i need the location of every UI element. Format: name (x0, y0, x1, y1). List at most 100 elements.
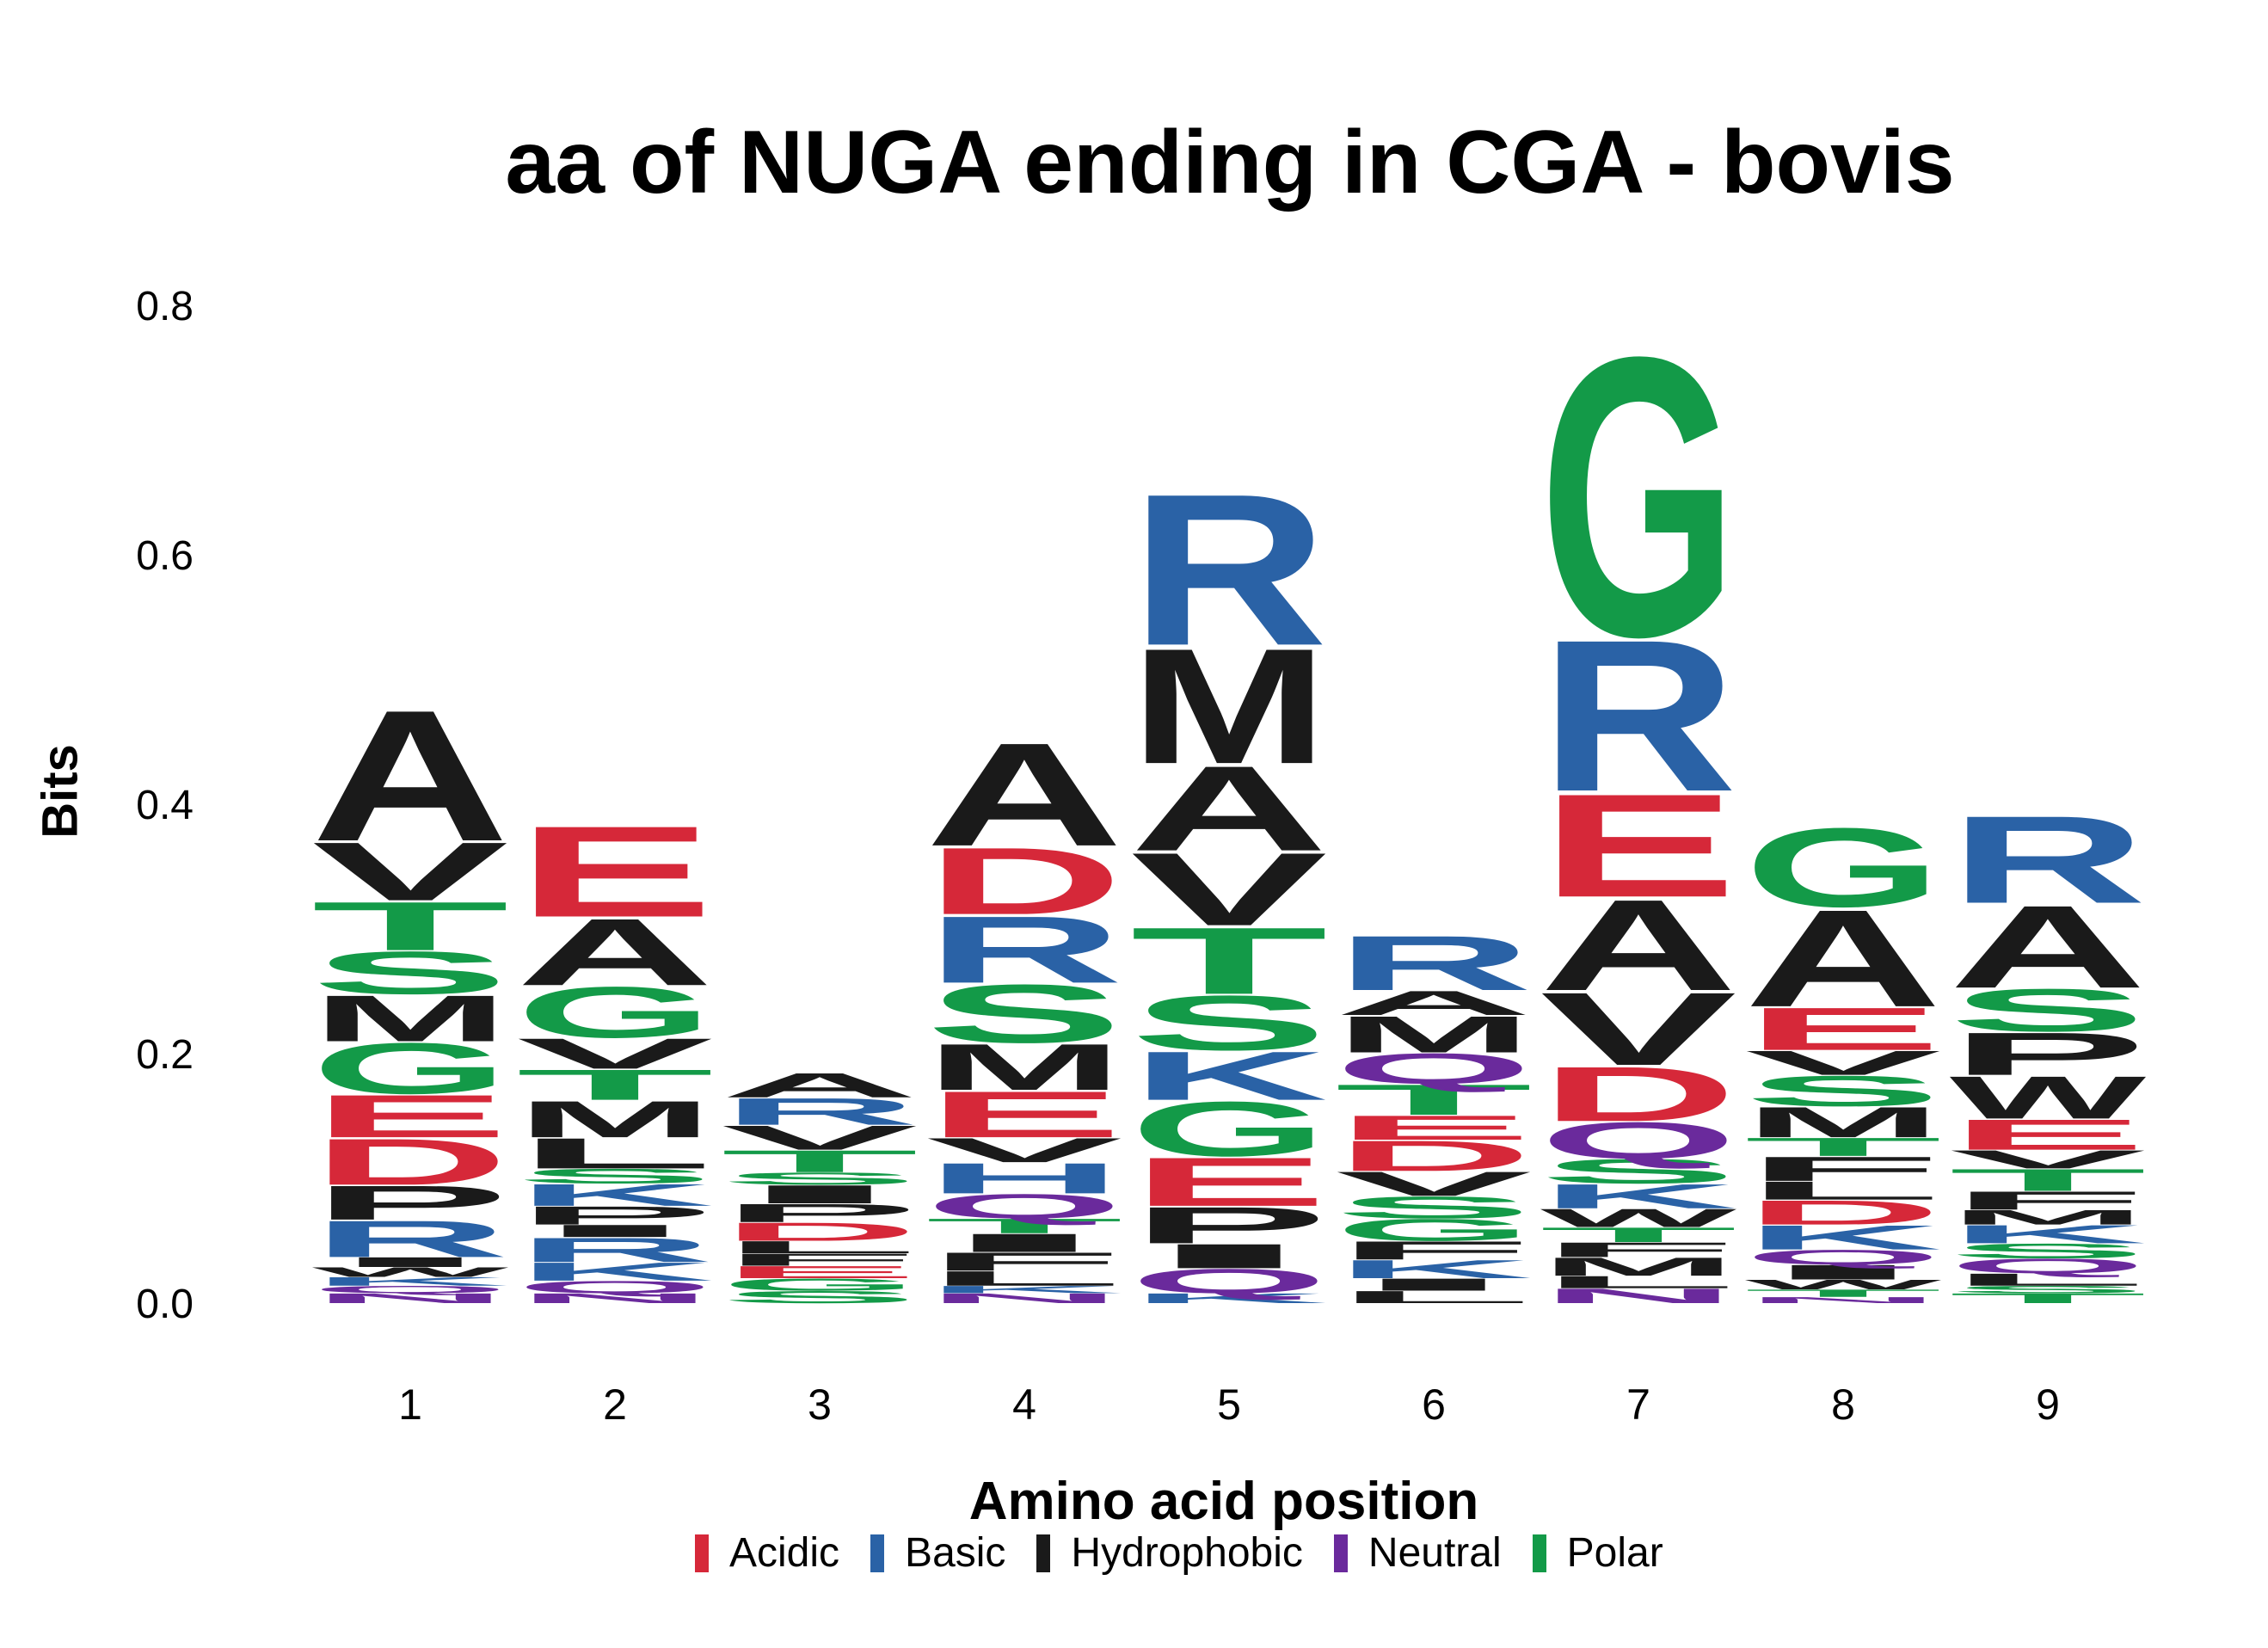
logo-letter: Q (1744, 1245, 1942, 1269)
legend-item: Acidic (695, 1529, 839, 1577)
logo-letter: M (925, 1030, 1123, 1104)
logo-letter: A (721, 1067, 919, 1105)
logo-letter: M (1744, 1098, 1942, 1147)
logo-letter: A (311, 671, 509, 880)
legend-label: Basic (905, 1530, 1006, 1576)
logo-letter: L (516, 1129, 714, 1178)
x-tick-label: 9 (2036, 1381, 2060, 1429)
logo-letter: S (1949, 976, 2147, 1044)
logo-letter: E (1949, 1110, 2147, 1159)
logo-letter: G (1130, 1085, 1328, 1172)
logo-letter: S (1130, 980, 1328, 1067)
logo-letter: S (516, 1165, 714, 1188)
logo-letter: I (1335, 1275, 1533, 1294)
logo-letter: I (311, 1254, 509, 1270)
legend-swatch (695, 1534, 709, 1572)
legend-label: Polar (1566, 1530, 1663, 1576)
logo-letter: G (1540, 274, 1737, 719)
logo-letter: I (925, 1228, 1123, 1258)
logo-letter: L (1335, 1288, 1533, 1307)
logo-letter: E (925, 1078, 1123, 1151)
logo-letter: R (1540, 594, 1737, 837)
logo-letter: T (1540, 1223, 1737, 1246)
logo-letter: Q (1949, 1254, 2147, 1277)
logo-letter: S (1949, 1239, 2147, 1263)
legend-item: Hydrophobic (1036, 1529, 1303, 1577)
logo-letter: T (721, 1144, 919, 1179)
logo-letter: K (1540, 1178, 1737, 1216)
logo-letter: L (925, 1267, 1123, 1290)
logo-letter: G (1335, 1213, 1533, 1248)
logo-letter: T (1335, 1075, 1533, 1123)
legend-swatch (1036, 1534, 1051, 1572)
logo-letter: D (1744, 1193, 1942, 1232)
logo-letter: M (311, 981, 509, 1055)
logo-letter: D (311, 1125, 509, 1199)
logo-letter: N (1744, 1295, 1942, 1305)
logo-letter: M (516, 1091, 714, 1148)
logo-letter: E (311, 1082, 509, 1150)
y-axis: 0.0 0.2 0.4 0.6 0.8 (136, 284, 194, 1327)
logo-letter: D (925, 827, 1123, 934)
logo-letter: G (311, 1028, 509, 1110)
logo-letter: L (721, 1238, 919, 1257)
logo-letter: E (1540, 764, 1737, 928)
logo-letter: V (926, 1131, 1123, 1170)
y-axis-title: Bits (32, 744, 89, 839)
logo-letter: S (1744, 1067, 1942, 1116)
logo-letter: K (1130, 1037, 1328, 1115)
logo-letter: K (1949, 1220, 2147, 1249)
x-axis: 1 2 3 4 5 6 7 8 9 (398, 1381, 2060, 1429)
logo-letter: Q (516, 1277, 714, 1296)
logo-letter: D (1335, 1132, 1533, 1180)
logo-letter: A (1540, 872, 1737, 1018)
logo-letter: P (721, 1198, 919, 1227)
x-axis-title: Amino acid position (968, 1472, 1479, 1531)
logo-letter: E (1744, 995, 1942, 1063)
legend-item: Neutral (1333, 1529, 1502, 1577)
logo-letter: V (1131, 831, 1330, 947)
logo-letter: T (1130, 907, 1328, 1014)
logo-letter: S (721, 1169, 919, 1189)
logo-letter: V (1540, 971, 1739, 1087)
y-tick-label: 0.8 (136, 284, 194, 329)
logo-letter: V (517, 1030, 714, 1078)
logo-letter: E (516, 799, 714, 944)
logo-letter: N (516, 1290, 714, 1306)
legend-label: Hydrophobic (1071, 1530, 1303, 1576)
logo-letter: F (925, 1247, 1123, 1276)
x-tick-label: 1 (398, 1381, 422, 1429)
logo-letter: F (1744, 1149, 1942, 1188)
logo-letter: G (516, 972, 714, 1054)
x-tick-label: 5 (1217, 1381, 1241, 1429)
y-tick-label: 0.0 (136, 1282, 194, 1327)
logo-letter: I (1744, 1261, 1942, 1284)
legend-label: Neutral (1368, 1530, 1502, 1576)
logo-letter: T (311, 888, 509, 965)
logo-letter: S (925, 968, 1123, 1061)
logo-letter: G (721, 1275, 919, 1294)
logo-letter: R (1949, 790, 2147, 930)
logo-letter: S (1540, 1153, 1737, 1191)
logo-letter: D (1540, 1050, 1737, 1137)
logo-letter: V (1336, 1165, 1533, 1203)
logo-letter: V (722, 1118, 919, 1157)
logo-letter: P (311, 1176, 509, 1230)
logo-letter: A (925, 713, 1123, 877)
logo-letter: T (1744, 1288, 1942, 1299)
x-tick-label: 6 (1422, 1381, 1446, 1429)
legend: Acidic Basic Hydrophobic Neutral Polar (695, 1529, 1663, 1577)
logo-letter: W (312, 1264, 509, 1280)
logo-letter: K (1744, 1218, 1942, 1257)
logo-letter: P (1949, 1020, 2147, 1088)
logo-letter: R (721, 1091, 919, 1133)
legend-swatch (1532, 1534, 1546, 1572)
logo-letter: A (1130, 741, 1328, 876)
